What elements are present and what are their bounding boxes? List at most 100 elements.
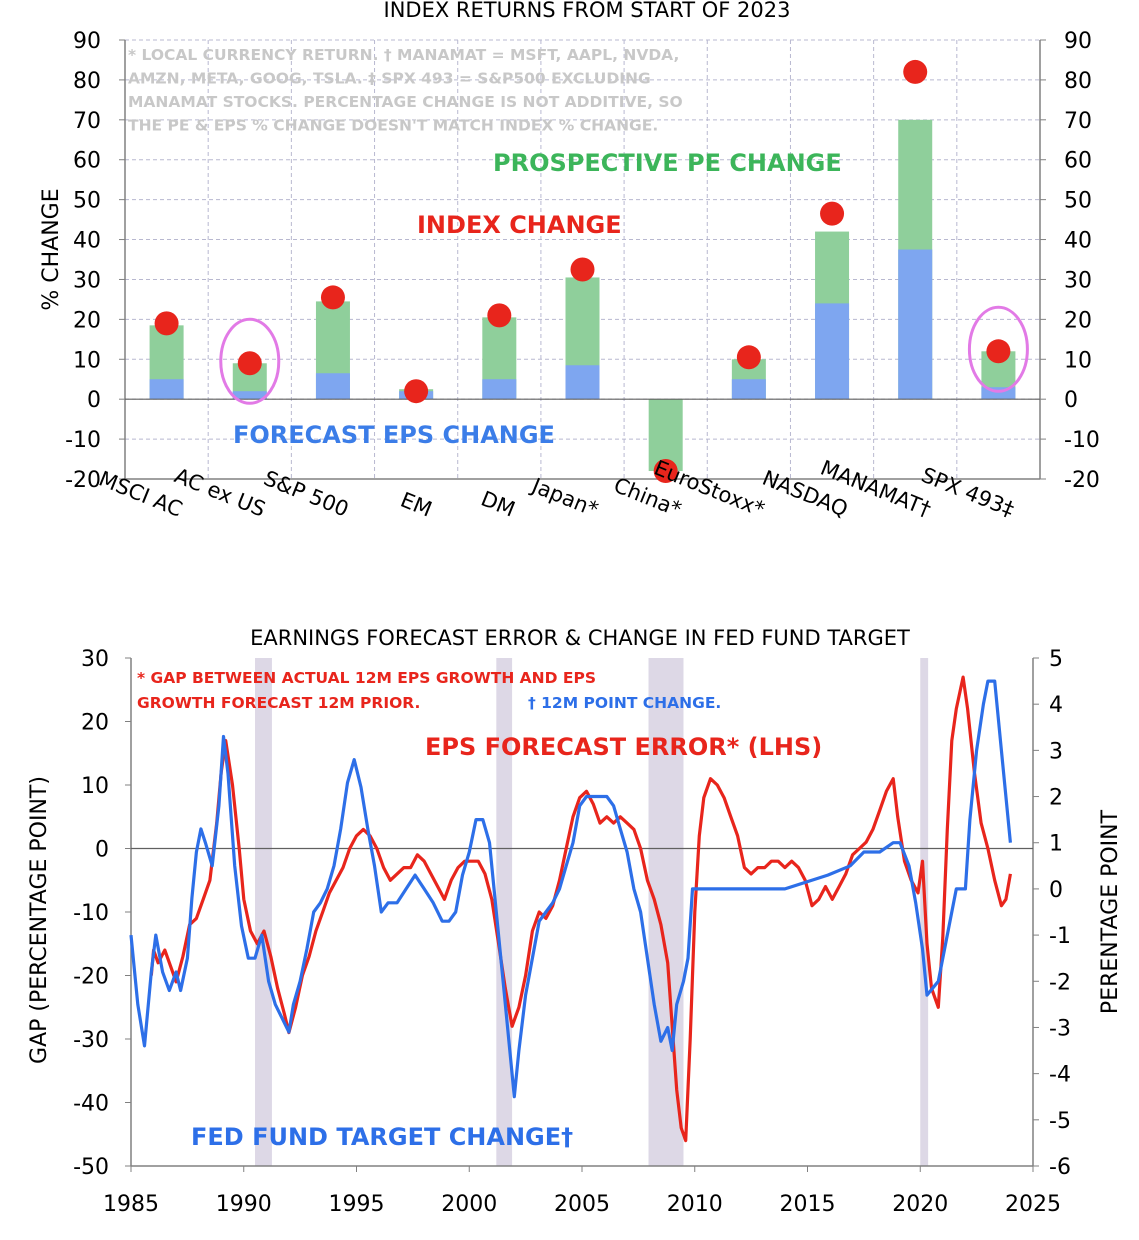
y-tick-label-left: -40 <box>73 1092 109 1117</box>
index-change-dot <box>903 59 928 84</box>
y-tick-label-right: 60 <box>1064 149 1092 174</box>
index-change-dot <box>986 339 1011 364</box>
y-tick-label-right: 20 <box>1064 308 1092 333</box>
fed-fund-label: FED FUND TARGET CHANGE† <box>191 1123 573 1151</box>
y-tick-label-left: 30 <box>81 647 109 672</box>
y-tick-label-left: 40 <box>73 229 101 254</box>
index-change-dot <box>653 459 678 484</box>
y-tick-label-right: 50 <box>1064 189 1092 214</box>
eps-bar <box>149 379 184 400</box>
y-tick-label-left: 60 <box>73 149 101 174</box>
index-change-dot <box>154 311 179 336</box>
eps-error-label: EPS FORECAST ERROR* (LHS) <box>425 733 822 761</box>
x-tick-label: 1990 <box>216 1192 272 1217</box>
category-label: S&P 500 <box>260 466 352 522</box>
index-change-dot <box>820 201 845 226</box>
eps-bar <box>482 379 517 400</box>
y-tick-label-left: 0 <box>87 388 101 413</box>
footnote-line: MANAMAT STOCKS. PERCENTAGE CHANGE IS NOT… <box>128 93 683 111</box>
category-label: MSCI AC <box>95 467 185 522</box>
y-tick-label-left: 10 <box>73 348 101 373</box>
y-tick-label-right: -6 <box>1049 1155 1071 1180</box>
pe-change-label: PROSPECTIVE PE CHANGE <box>493 149 842 177</box>
y-tick-label-right: 0 <box>1049 878 1063 903</box>
y-tick-label-left: -10 <box>73 901 109 926</box>
y-tick-label-right: 0 <box>1064 388 1078 413</box>
y-tick-label-right: -10 <box>1064 428 1100 453</box>
eps-bar <box>232 391 267 400</box>
footnote-line: * LOCAL CURRENCY RETURN. † MANAMAT = MSF… <box>128 46 679 64</box>
y-tick-label-left: -20 <box>65 468 101 493</box>
y-tick-label-right: 4 <box>1049 693 1063 718</box>
x-tick-label: 2025 <box>1005 1192 1061 1217</box>
y-tick-label-right: 2 <box>1049 786 1063 811</box>
highlight-circle <box>967 305 1029 393</box>
y-tick-label-right: -1 <box>1049 924 1071 949</box>
eps-change-label: FORECAST EPS CHANGE <box>233 421 555 449</box>
y-tick-label-left: 70 <box>73 109 101 134</box>
y-tick-label-right: 40 <box>1064 229 1092 254</box>
y-tick-label-right: 5 <box>1049 647 1063 672</box>
category-label: SPX 493‡ <box>918 463 1018 522</box>
y-tick-label-right: 90 <box>1064 29 1092 54</box>
x-tick-label: 1985 <box>103 1192 159 1217</box>
x-tick-label: 2000 <box>441 1192 497 1217</box>
y-tick-label-left: -10 <box>65 428 101 453</box>
highlight-circle <box>219 317 281 405</box>
category-label: DM <box>478 487 519 522</box>
y-tick-label-right: 3 <box>1049 739 1063 764</box>
y-tick-label-left: 90 <box>73 29 101 54</box>
y-tick-label-right: 1 <box>1049 832 1063 857</box>
footnote-red: * GAP BETWEEN ACTUAL 12M EPS GROWTH AND … <box>137 669 596 687</box>
eps-bar <box>815 303 850 400</box>
y-tick-label-left: -20 <box>73 965 109 990</box>
index-change-dot <box>570 257 595 282</box>
index-change-dot <box>320 285 345 310</box>
y-axis-label: % CHANGE <box>39 188 64 310</box>
y-tick-label-left: -30 <box>73 1028 109 1053</box>
y-tick-label-left: -50 <box>73 1155 109 1180</box>
index-change-dot <box>237 351 262 376</box>
footnote-line: THE PE & EPS % CHANGE DOESN'T MATCH INDE… <box>128 117 658 135</box>
y-tick-label-left: 0 <box>95 838 109 863</box>
y-tick-label-right: 30 <box>1064 268 1092 293</box>
y-tick-label-right: -4 <box>1049 1063 1071 1088</box>
index-change-dot <box>736 345 761 370</box>
x-tick-label: 2020 <box>892 1192 948 1217</box>
y-tick-label-left: 10 <box>81 774 109 799</box>
y-tick-label-right: -3 <box>1049 1016 1071 1041</box>
eps-bar <box>981 387 1016 400</box>
index-returns-chart: INDEX RETURNS FROM START OF 2023 90 90 80 80… <box>39 0 1100 522</box>
chart-title: EARNINGS FORECAST ERROR & CHANGE IN FED … <box>250 626 910 650</box>
recession-band <box>255 658 272 1166</box>
index-change-label: INDEX CHANGE <box>417 211 622 239</box>
category-label: EM <box>397 488 435 522</box>
footnote-blue: † 12M POINT CHANGE. <box>528 694 721 712</box>
eps-bar <box>731 379 766 400</box>
eps-bar <box>315 373 350 400</box>
y-tick-label-right: 80 <box>1064 69 1092 94</box>
eps-bar <box>565 365 600 400</box>
footnote-line: AMZN, META, GOOG, TSLA. ‡ SPX 493 = S&P5… <box>128 70 651 88</box>
x-tick-label: 1995 <box>329 1192 385 1217</box>
category-label: Japan* <box>527 473 602 522</box>
index-change-dot <box>487 303 512 328</box>
eps-bar <box>898 249 933 400</box>
fed-fund-line <box>129 679 1012 1099</box>
y-tick-label-left: 20 <box>73 308 101 333</box>
y-tick-label-right: -5 <box>1049 1109 1071 1134</box>
category-label: AC ex US <box>171 464 269 522</box>
y-tick-label-left: 20 <box>81 711 109 736</box>
x-tick-label: 2005 <box>554 1192 610 1217</box>
y-tick-label-right: 70 <box>1064 109 1092 134</box>
x-tick-label: 2010 <box>667 1192 723 1217</box>
y-tick-label-right: 10 <box>1064 348 1092 373</box>
y-tick-label-left: 30 <box>73 268 101 293</box>
y-tick-label-right: -2 <box>1049 970 1071 995</box>
y2-axis-label: PERENTAGE POINT <box>1098 809 1123 1014</box>
y-tick-label-left: 50 <box>73 189 101 214</box>
x-tick-label: 2015 <box>780 1192 836 1217</box>
earnings-forecast-chart: EARNINGS FORECAST ERROR & CHANGE IN FED … <box>27 626 1123 1217</box>
chart-title: INDEX RETURNS FROM START OF 2023 <box>384 0 791 22</box>
